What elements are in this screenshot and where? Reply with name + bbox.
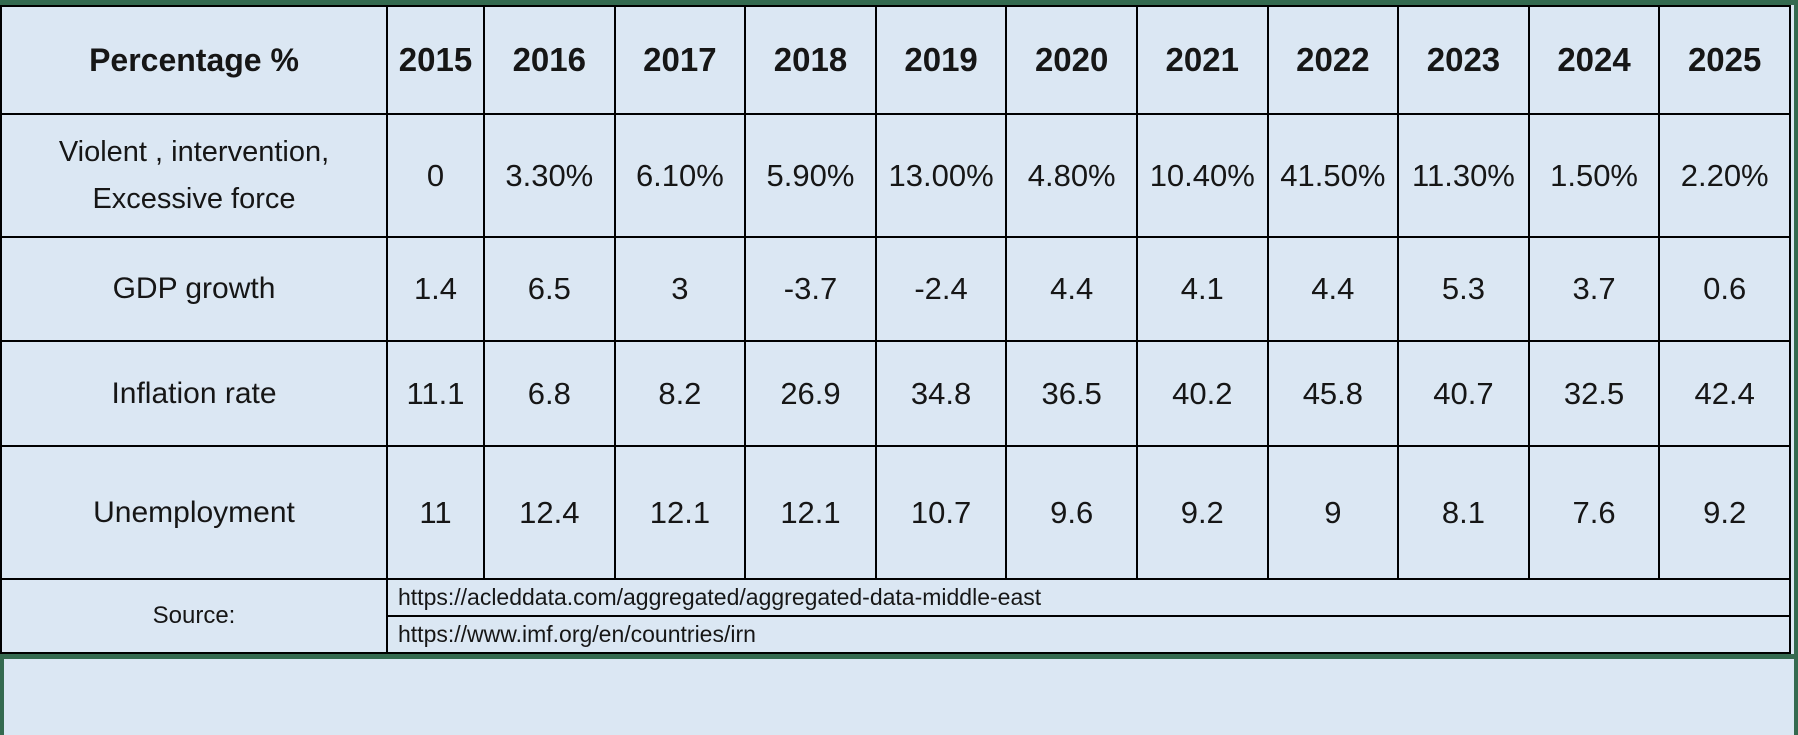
table-cell: 36.5: [1005, 340, 1138, 447]
table-cell: 11.1: [386, 340, 485, 447]
table-cell: 0: [386, 113, 485, 238]
table-cell: 3: [613, 236, 747, 342]
table-cell: 34.8: [874, 340, 1008, 447]
source-link-imf[interactable]: https://www.imf.org/en/countries/irn: [386, 615, 1791, 654]
sheet-right-border: [1794, 5, 1798, 735]
table-cell: 26.9: [744, 340, 877, 447]
table-row: Violent , intervention, Excessive force 0 3…: [0, 113, 1791, 238]
table-cell: 7.6: [1527, 445, 1661, 580]
table-cell: 32.5: [1527, 340, 1661, 447]
row-label-line: Excessive force: [92, 182, 296, 215]
source-row: https://www.imf.org/en/countries/irn: [1, 615, 1791, 654]
table-cell: 1.4: [386, 236, 485, 342]
source-label: Source:: [0, 578, 388, 654]
year-header-2025: 2025: [1658, 5, 1791, 115]
table-cell: 9.2: [1658, 445, 1791, 580]
table-cell: 42.4: [1658, 340, 1791, 447]
year-header-2018: 2018: [744, 5, 877, 115]
table-cell: 2.20%: [1658, 113, 1791, 238]
table-cell: 0.6: [1658, 236, 1791, 342]
year-header-2022: 2022: [1266, 5, 1400, 115]
table-cell: 9.6: [1005, 445, 1138, 580]
table-cell: 5.3: [1397, 236, 1530, 342]
table-cell: 3.30%: [483, 113, 616, 238]
row-label: Unemployment: [0, 445, 388, 580]
table-cell: 41.50%: [1266, 113, 1400, 238]
year-header-2023: 2023: [1397, 5, 1530, 115]
year-header-2015: 2015: [386, 5, 485, 115]
year-header-2019: 2019: [874, 5, 1008, 115]
table-cell: 5.90%: [744, 113, 877, 238]
table-header-label: Percentage %: [0, 5, 388, 115]
table-cell: 11: [386, 445, 485, 580]
table-cell: 10.40%: [1135, 113, 1269, 238]
table-row: Unemployment 11 12.4 12.1 12.1 10.7 9.6 9.2 9 8.1…: [0, 445, 1791, 580]
data-table: Percentage % 2015 2016 2017 2018 2019 2020 202…: [0, 5, 1791, 654]
table-cell: 12.4: [483, 445, 616, 580]
row-label: Violent , intervention, Excessive force: [0, 113, 388, 238]
table-cell: 12.1: [744, 445, 877, 580]
year-header-2016: 2016: [483, 5, 616, 115]
table-cell: 9: [1266, 445, 1400, 580]
table-cell: 13.00%: [874, 113, 1008, 238]
table-cell: 4.1: [1135, 236, 1269, 342]
table-cell: 9.2: [1135, 445, 1269, 580]
table-cell: 12.1: [613, 445, 747, 580]
source-row: Source: https://acleddata.com/aggregated…: [0, 578, 1791, 654]
table-cell: 45.8: [1266, 340, 1400, 447]
table-row: Inflation rate 11.1 6.8 8.2 26.9 34.8 36.5 40.2…: [0, 340, 1791, 447]
table-cell: 4.80%: [1005, 113, 1138, 238]
table-cell: -3.7: [744, 236, 877, 342]
table-cell: 6.5: [483, 236, 616, 342]
header-row: Percentage % 2015 2016 2017 2018 2019 2020 202…: [0, 5, 1791, 115]
table-cell: -2.4: [874, 236, 1008, 342]
year-header-2020: 2020: [1005, 5, 1138, 115]
table-cell: 8.1: [1397, 445, 1530, 580]
table-cell: 3.7: [1527, 236, 1661, 342]
table-row: GDP growth 1.4 6.5 3 -3.7 -2.4 4.4 4.1 4.4 5.3 3.7…: [0, 236, 1791, 342]
row-label: GDP growth: [0, 236, 388, 342]
table-cell: 40.2: [1135, 340, 1269, 447]
table-body: Violent , intervention, Excessive force 0 3…: [0, 113, 1791, 580]
table-cell: 8.2: [613, 340, 747, 447]
table-cell: 6.10%: [613, 113, 747, 238]
table-cell: 1.50%: [1527, 113, 1661, 238]
table-cell: 40.7: [1397, 340, 1530, 447]
table-cell: 11.30%: [1397, 113, 1530, 238]
source-link-acleddata[interactable]: https://acleddata.com/aggregated/aggrega…: [386, 578, 1791, 617]
table-cell: 4.4: [1266, 236, 1400, 342]
year-header-2024: 2024: [1527, 5, 1661, 115]
year-header-2021: 2021: [1135, 5, 1269, 115]
table-cell: 10.7: [874, 445, 1008, 580]
table-cell: 6.8: [483, 340, 616, 447]
row-label: Inflation rate: [0, 340, 388, 447]
table-cell: 4.4: [1005, 236, 1138, 342]
year-header-2017: 2017: [613, 5, 747, 115]
empty-footer-area: [0, 654, 1798, 735]
row-label-line: Violent , intervention,: [58, 135, 330, 168]
